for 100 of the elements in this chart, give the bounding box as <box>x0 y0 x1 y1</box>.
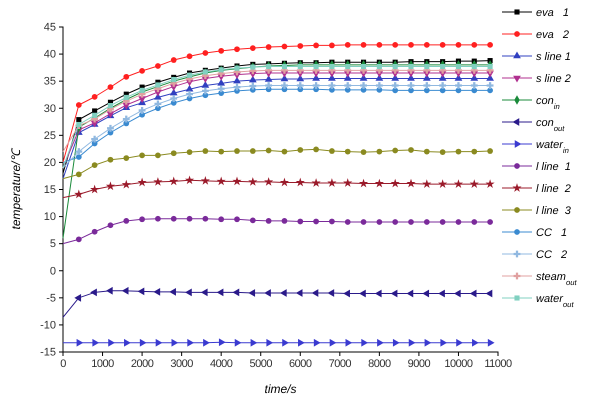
point <box>456 42 462 48</box>
point <box>456 64 462 70</box>
point <box>76 338 84 347</box>
point <box>202 87 209 94</box>
point <box>186 53 192 60</box>
point <box>218 338 226 346</box>
point <box>92 338 100 347</box>
point <box>200 288 208 296</box>
legend-label: con$_{in}$ <box>536 95 560 110</box>
point <box>486 179 495 188</box>
point <box>345 338 352 347</box>
point <box>124 338 131 347</box>
point <box>155 63 161 69</box>
y-tick-label: -10 <box>40 319 56 332</box>
point <box>218 48 224 54</box>
point <box>170 216 177 222</box>
point <box>265 82 272 89</box>
x-axis-title: time/s <box>264 382 297 396</box>
point <box>170 150 177 156</box>
point <box>423 82 430 89</box>
point <box>358 178 368 188</box>
point <box>248 177 258 186</box>
point <box>139 152 145 158</box>
point <box>91 136 98 143</box>
point <box>123 155 130 161</box>
point <box>392 219 398 225</box>
point <box>392 64 398 70</box>
point <box>360 82 367 89</box>
point <box>313 218 319 224</box>
point <box>264 75 273 82</box>
point <box>344 219 351 225</box>
point <box>486 290 492 298</box>
x-tick-label: 4000 <box>210 358 233 370</box>
point <box>329 42 335 48</box>
point <box>327 289 334 297</box>
point <box>92 228 98 235</box>
point <box>312 289 318 297</box>
point <box>185 288 192 296</box>
point <box>232 288 240 296</box>
point <box>297 218 304 224</box>
point <box>234 216 240 222</box>
x-tick-label: 6000 <box>289 358 312 370</box>
point <box>170 57 177 63</box>
point <box>123 218 130 224</box>
point <box>264 177 274 186</box>
point <box>218 148 224 154</box>
point <box>108 156 114 163</box>
point <box>74 294 82 302</box>
point <box>327 178 336 187</box>
y-tick-label: 20 <box>44 156 56 169</box>
point <box>344 82 352 89</box>
point <box>282 338 289 347</box>
point <box>376 82 383 89</box>
point <box>360 149 366 155</box>
point <box>470 290 477 298</box>
point <box>470 82 478 89</box>
point <box>472 338 479 347</box>
legend-label: water$_{out}$ <box>536 293 574 308</box>
point <box>392 148 398 154</box>
point <box>281 82 288 89</box>
point <box>139 216 145 222</box>
x-tick-label: 3000 <box>170 358 194 370</box>
point <box>392 82 399 89</box>
point <box>328 82 336 89</box>
point <box>92 112 98 118</box>
point <box>440 149 446 155</box>
point <box>360 219 366 225</box>
point <box>217 78 226 86</box>
point <box>471 219 478 225</box>
point <box>248 76 257 82</box>
point <box>234 46 240 52</box>
point <box>440 338 448 347</box>
point <box>330 338 336 347</box>
legend-label: l line 3 <box>536 205 572 217</box>
point <box>390 290 398 298</box>
point <box>440 64 446 70</box>
point <box>329 148 335 154</box>
point <box>186 90 193 98</box>
point <box>108 338 115 347</box>
point <box>106 181 116 190</box>
y-tick-label: 30 <box>44 102 56 115</box>
point <box>169 288 176 296</box>
point <box>124 94 129 100</box>
point <box>266 218 272 224</box>
point <box>488 64 493 70</box>
point <box>471 148 478 154</box>
point <box>250 218 256 224</box>
point <box>282 148 288 154</box>
point <box>250 338 258 347</box>
point <box>202 50 208 56</box>
point <box>406 290 414 298</box>
point <box>390 178 400 188</box>
point <box>408 82 414 89</box>
point <box>108 102 114 108</box>
point <box>74 190 84 198</box>
y-tick-label: -5 <box>46 292 56 304</box>
legend-label: l line 2 <box>536 183 571 195</box>
point <box>76 236 82 242</box>
y-tick-label: 45 <box>44 22 56 34</box>
point <box>218 85 225 92</box>
